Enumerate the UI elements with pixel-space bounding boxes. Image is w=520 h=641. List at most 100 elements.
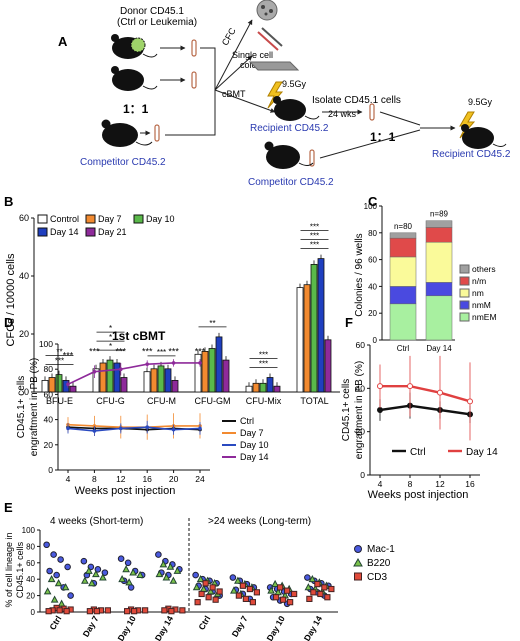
c-y-tick-label: 100	[364, 202, 378, 211]
e-y-tick-label: 100	[22, 526, 36, 535]
e-point-b220	[54, 579, 63, 587]
panel-c: C Colonies / 96 wells 0 20 40 60 80 100 n=80 Ct…	[354, 194, 497, 353]
e-y-tick-label: 80	[26, 542, 35, 551]
e-point-mac1	[127, 584, 135, 591]
e-x-tick-label: Ctrl	[47, 614, 63, 632]
f-plot-area: CD45.1+ cells engraftment in PB (%) 0 20 40 6…	[341, 340, 498, 489]
e-x-tick-label: Day 7	[230, 614, 250, 639]
c-y-tick-label: 20	[368, 309, 377, 318]
e-point-cd3	[212, 596, 219, 603]
e-point-b220	[159, 560, 168, 568]
panel-f: F Weeks post injection CD45.1+ cells engr…	[341, 315, 498, 501]
c-legend-swatch	[459, 300, 470, 310]
c-stack-segment	[389, 237, 417, 258]
e-point-cd3	[324, 594, 331, 601]
d-star-label: ***	[168, 347, 179, 357]
donor-label-2: (Ctrl or Leukemia)	[117, 17, 197, 28]
e-point-b220	[234, 576, 242, 584]
b-bar	[99, 362, 107, 393]
e-point-cd3	[168, 608, 175, 615]
e-point-mac1	[192, 571, 199, 579]
b-bar	[157, 365, 165, 393]
d-point	[171, 361, 176, 365]
e-point-cd3	[328, 585, 335, 593]
f-x-tick-label: 4	[378, 479, 383, 489]
e-point-b220	[61, 583, 70, 591]
e-legend-marker	[354, 545, 362, 553]
d-legend-label: Day 14	[240, 452, 269, 462]
e-x-tick-label: Day 14	[153, 614, 176, 641]
e-point-cd3	[93, 608, 100, 615]
d-x-tick-label: 20	[169, 474, 179, 484]
panel-a-letter: A	[58, 34, 68, 49]
e-point-b220	[47, 574, 56, 583]
f-legend-label: Ctrl	[410, 447, 426, 458]
ratio-1: 1：1	[123, 102, 149, 116]
e-point-cd3	[291, 590, 298, 598]
e-point-cd3	[194, 599, 201, 606]
e-point-cd3	[253, 589, 260, 596]
e-point-b220	[192, 583, 201, 591]
d-series-line	[67, 426, 201, 432]
e-legend-marker	[354, 572, 362, 581]
recipient-label-2: Recipient CD45.2	[432, 149, 511, 160]
e-point-cd3	[63, 608, 70, 615]
b-bar	[324, 339, 332, 393]
panel-c-letter: C	[368, 194, 378, 209]
single-colony-label-1: Single cell	[232, 50, 273, 60]
d-series-line	[67, 423, 200, 428]
b-x-tick-label: CFU-GM	[195, 396, 231, 406]
recipient-mouse-1	[273, 96, 320, 121]
f-point	[437, 389, 443, 396]
b-y-tick-label: 0	[24, 387, 29, 397]
f-series-line	[380, 384, 471, 403]
c-stack-segment	[389, 286, 417, 305]
e-point-mac1	[229, 574, 237, 581]
e-ylabel-1: % of cell lineage in	[4, 532, 14, 607]
b-sig-label: ***	[310, 241, 319, 250]
e-point-cd3	[314, 581, 321, 588]
b-bar	[303, 284, 311, 393]
d-ylabel-1: CD45.1+ cells	[16, 376, 27, 439]
e-point-b220	[206, 587, 215, 595]
e-point-b220	[136, 570, 144, 578]
b-sig-label: *	[109, 342, 112, 351]
e-point-cd3	[249, 599, 256, 606]
b-plot-area: 0204060BFU-E*****CFU-G***CFU-M***CFU-GM*…	[19, 213, 340, 406]
e-x-tick-label: Day 10	[115, 614, 138, 641]
e-point-mac1	[101, 569, 109, 576]
c-legend-label: nm	[472, 288, 484, 298]
gy-label-1: 9.5Gy	[282, 79, 307, 89]
d-point	[119, 367, 123, 372]
b-y-tick-label: 20	[19, 329, 29, 339]
b-legend-swatch	[85, 227, 96, 237]
b-bar	[201, 350, 209, 393]
b-legend-label: Control	[50, 214, 79, 224]
e-point-cd3	[306, 595, 313, 602]
b-bar	[171, 379, 179, 393]
b-sig-label: *	[109, 333, 112, 342]
e-point-cd3	[198, 590, 205, 598]
e-point-cd3	[246, 585, 253, 593]
d-point	[145, 362, 149, 366]
e-point-b220	[125, 578, 133, 586]
e-point-b220	[169, 576, 178, 584]
e-point-cd3	[216, 588, 223, 595]
b-bar	[252, 382, 260, 393]
cbmt-label: cBMT	[222, 89, 246, 99]
b-sig-label: ***	[310, 223, 319, 232]
c-total-label: n=89	[430, 210, 449, 219]
e-point-b220	[271, 579, 279, 588]
e-point-cd3	[321, 584, 328, 591]
e-point-b220	[196, 574, 205, 583]
d-star-label: ***	[142, 347, 153, 357]
e-point-cd3	[45, 608, 52, 615]
f-series-line	[379, 404, 471, 416]
b-bar	[150, 368, 158, 393]
c-ylabel: Colonies / 96 wells	[354, 233, 365, 316]
e-ylabel-2: CD45.1+ cells	[15, 541, 25, 598]
competitor-mouse-2	[264, 141, 314, 169]
c-legend-label: others	[472, 264, 496, 274]
panel-a: A Donor CD45.1 (Ctrl or Leukemia) 1：1	[58, 0, 511, 188]
e-point-mac1	[46, 567, 53, 575]
